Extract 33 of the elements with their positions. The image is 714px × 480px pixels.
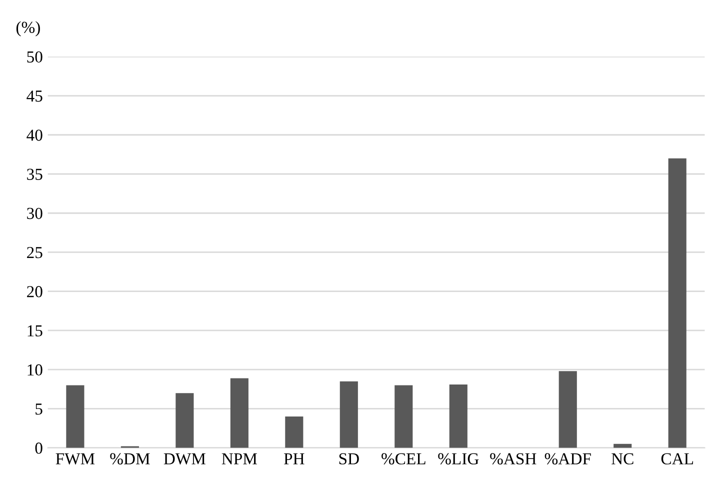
y-tick-label: 50: [27, 51, 42, 63]
x-tick-label: FWM: [56, 453, 95, 465]
y-tick-label: 25: [27, 246, 42, 258]
bar: [340, 381, 358, 448]
bar: [66, 385, 84, 448]
x-tick-label: DWM: [164, 453, 206, 465]
x-tick-label: %DM: [110, 453, 150, 464]
y-tick-label: 5: [36, 404, 42, 415]
y-tick-label: 10: [28, 364, 42, 376]
y-tick-label: 35: [27, 168, 42, 180]
x-tick-label: NPM: [222, 453, 257, 464]
y-tick-label: 45: [26, 90, 42, 102]
bar: [394, 385, 413, 448]
y-tick-label: 15: [28, 325, 42, 336]
y-tick-label: 20: [27, 286, 42, 298]
y-tick-label: 30: [27, 208, 42, 220]
x-tick-label: %ASH: [490, 453, 536, 464]
x-tick-label: CAL: [661, 453, 694, 464]
y-tick-label: 40: [26, 130, 42, 141]
x-tick-label: PH: [284, 453, 304, 464]
bar: [558, 371, 577, 448]
bar: [230, 378, 248, 448]
x-tick-label: %ADF: [544, 453, 591, 464]
x-tick-label: %CEL: [382, 453, 426, 464]
bar: [285, 416, 304, 448]
x-tick-label: SD: [339, 453, 359, 464]
x-tick-label: NC: [612, 453, 634, 464]
bar: [668, 158, 686, 448]
bar: [449, 384, 468, 448]
y-axis-title: (%): [16, 21, 40, 36]
x-tick-label: %LIG: [438, 453, 479, 464]
bar: [176, 393, 194, 448]
y-tick-label: 0: [35, 442, 42, 454]
